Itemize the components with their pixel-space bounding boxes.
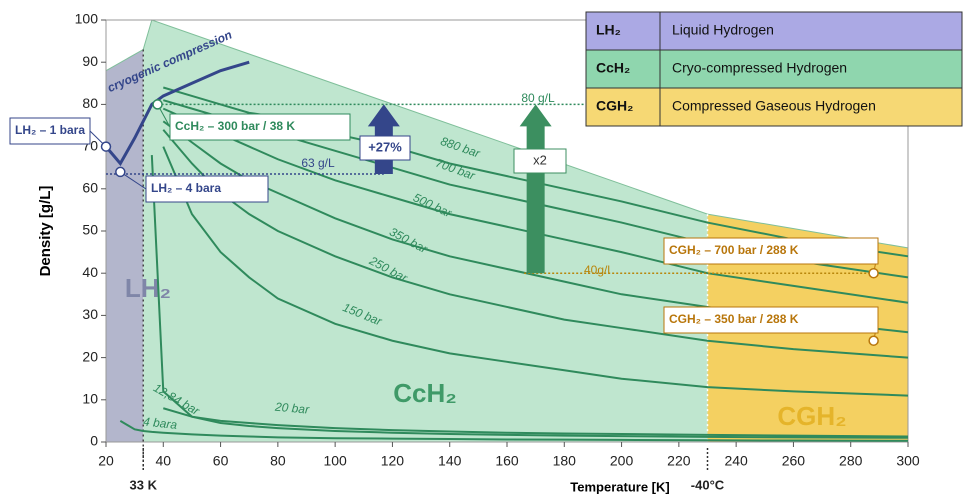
region <box>106 49 144 442</box>
y-tick-label: 0 <box>90 433 98 449</box>
annotation-box <box>663 306 879 334</box>
y-tick-label: 60 <box>82 180 98 196</box>
y-axis-label: Density [g/L] <box>37 186 54 277</box>
legend-label: Compressed Gaseous Hydrogen <box>672 98 876 114</box>
region-label: CcH₂ <box>393 378 457 408</box>
series-line <box>163 407 909 438</box>
annotation-label: CGH₂ – 350 bar / 288 K <box>669 312 799 326</box>
y-tick-label: 30 <box>82 306 98 322</box>
x-tick-label: 100 <box>323 453 347 469</box>
legend-cell <box>659 87 963 127</box>
x-tick-label: 260 <box>782 453 806 469</box>
marker-label: -40°C <box>691 477 725 492</box>
series-line <box>162 146 909 397</box>
annotation-box <box>9 117 91 145</box>
x-tick-label: 40 <box>155 453 171 469</box>
y-tick-label: 50 <box>82 222 98 238</box>
series-label: 20 bar <box>274 400 311 417</box>
legend-symbol: CGH₂ <box>596 98 633 114</box>
arrow-label: +27% <box>368 139 402 154</box>
annotation-label: LH₂ – 1 bara <box>15 123 85 137</box>
annotation-box <box>663 237 879 265</box>
legend-cell <box>585 49 661 89</box>
x-tick-label: 180 <box>553 453 577 469</box>
legend-cell <box>585 87 661 127</box>
x-tick-label: 160 <box>495 453 519 469</box>
arrow-label-box <box>359 135 411 161</box>
region-label: LH₂ <box>125 273 171 303</box>
legend-cell <box>659 11 963 51</box>
x-tick-label: 120 <box>381 453 405 469</box>
region-label: CGH₂ <box>777 401 846 431</box>
y-tick-label: 80 <box>82 95 98 111</box>
annotation-point <box>868 267 879 279</box>
legend-symbol: LH₂ <box>596 22 621 38</box>
legend-label: Liquid Hydrogen <box>672 22 774 38</box>
arrow <box>519 104 552 274</box>
annotation-label: CGH₂ – 700 bar / 288 K <box>669 243 799 257</box>
x-tick-label: 60 <box>213 453 229 469</box>
x-tick-label: 220 <box>667 453 691 469</box>
annotation-point <box>115 166 126 178</box>
annotation-label: CcH₂ – 300 bar / 38 K <box>175 119 295 133</box>
y-tick-label: 20 <box>82 348 98 364</box>
arrow-label: x2 <box>533 152 547 167</box>
x-tick-label: 140 <box>438 453 462 469</box>
legend-label: Cryo-compressed Hydrogen <box>672 60 847 76</box>
series-line <box>163 86 909 258</box>
series-line <box>162 120 909 334</box>
series-line <box>119 420 909 442</box>
x-tick-label: 20 <box>98 453 114 469</box>
annotation-box <box>145 175 269 203</box>
arrow-label-box <box>513 148 567 174</box>
reference-label: 63 g/L <box>301 156 335 170</box>
reference-label: 40g/l <box>584 263 610 277</box>
x-tick-label: 280 <box>839 453 863 469</box>
x-tick-label: 240 <box>724 453 748 469</box>
x-axis-label: Temperature [K] <box>570 479 669 494</box>
y-tick-label: 40 <box>82 264 98 280</box>
legend-symbol: CcH₂ <box>596 60 630 76</box>
x-tick-label: 200 <box>610 453 634 469</box>
y-tick-label: 100 <box>75 11 99 27</box>
series-line <box>150 154 909 439</box>
series-line <box>104 60 250 167</box>
annotation-point <box>152 99 163 110</box>
annotation-box <box>169 113 351 141</box>
annotation-point <box>100 141 112 152</box>
legend-cell <box>659 49 963 89</box>
annotation-label: LH₂ – 4 bara <box>151 181 221 195</box>
reference-label: 80 g/L <box>521 91 555 105</box>
x-tick-label: 300 <box>896 453 920 469</box>
series-label: 4 bara <box>142 414 178 432</box>
marker-label: 33 K <box>130 477 158 492</box>
x-tick-label: 80 <box>270 453 286 469</box>
annotation-point <box>868 335 879 346</box>
y-tick-label: 10 <box>82 391 98 407</box>
y-tick-label: 90 <box>82 53 98 69</box>
